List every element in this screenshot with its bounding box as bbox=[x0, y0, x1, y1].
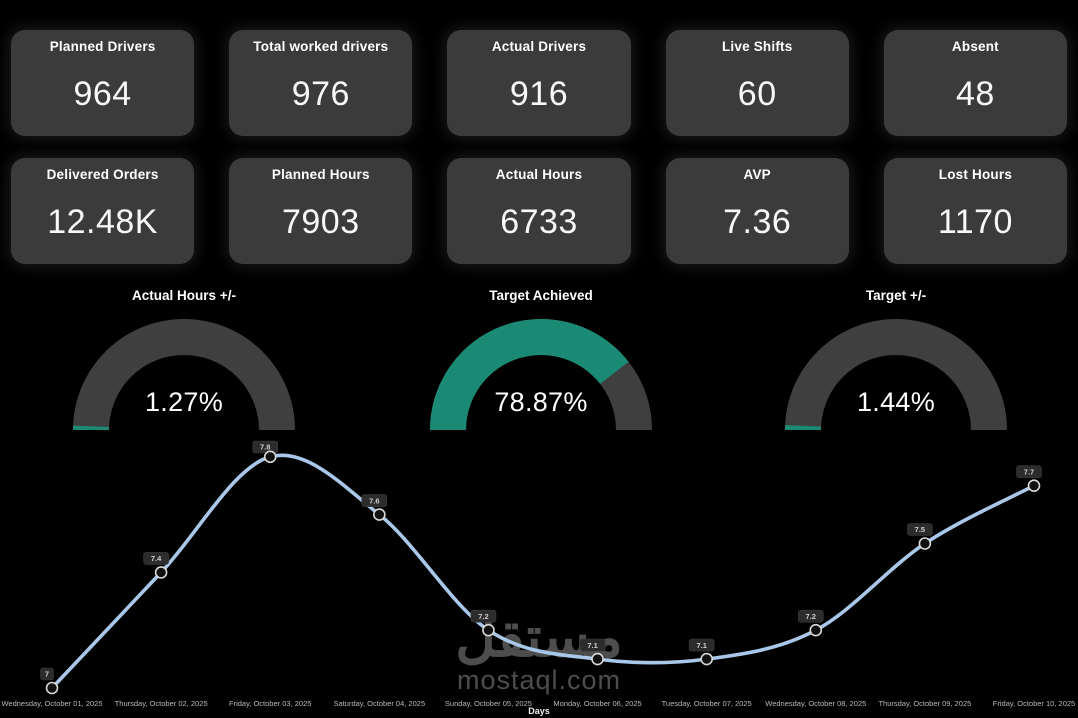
data-point[interactable] bbox=[700, 652, 713, 666]
data-point[interactable] bbox=[482, 623, 495, 637]
data-point[interactable] bbox=[263, 450, 277, 464]
point-label: 7.1 bbox=[587, 641, 597, 650]
data-point[interactable] bbox=[918, 537, 932, 550]
card-lost-hours[interactable]: Lost Hours 1170 bbox=[883, 158, 1068, 264]
card-actual-drivers[interactable]: Actual Drivers 916 bbox=[447, 30, 631, 136]
card-total-worked-drivers[interactable]: Total worked drivers 976 bbox=[229, 30, 413, 136]
card-value: 964 bbox=[73, 74, 132, 113]
card-title: Absent bbox=[951, 39, 999, 54]
card-live-shifts[interactable]: Live Shifts 60 bbox=[665, 30, 849, 136]
card-value: 12.48K bbox=[47, 202, 158, 241]
x-axis-tick-label: Sunday, October 05, 2025 bbox=[445, 699, 532, 708]
point-label: 7.6 bbox=[369, 496, 379, 505]
card-title: Lost Hours bbox=[938, 167, 1013, 182]
card-title: Actual Hours bbox=[495, 167, 583, 182]
x-axis-tick-label: Wednesday, October 08, 2025 bbox=[765, 699, 866, 708]
card-title: AVP bbox=[743, 167, 771, 182]
point-label-chip bbox=[1016, 465, 1042, 479]
gauge-fill bbox=[430, 319, 652, 431]
card-value: 6733 bbox=[500, 202, 578, 241]
x-axis-title: Days bbox=[528, 706, 550, 716]
point-label: 7 bbox=[45, 670, 49, 679]
point-label: 7.7 bbox=[1024, 467, 1034, 476]
gauge-arc bbox=[73, 319, 295, 431]
x-axis-tick-label: Tuesday, October 07, 2025 bbox=[662, 699, 752, 708]
x-axis-tick-label: Wednesday, October 01, 2025 bbox=[1, 699, 102, 708]
gauge-title: Target Achieved bbox=[489, 288, 593, 303]
x-axis-tick-label: Monday, October 06, 2025 bbox=[553, 699, 641, 708]
trend-line bbox=[50, 453, 1036, 690]
card-value: 60 bbox=[737, 74, 777, 113]
point-label: 7.1 bbox=[696, 641, 706, 650]
point-label-chip bbox=[143, 552, 169, 565]
data-point[interactable] bbox=[45, 681, 59, 695]
data-point[interactable] bbox=[809, 623, 823, 637]
kpi-row-1: Planned Drivers 964 Total worked drivers… bbox=[0, 30, 1078, 136]
kpi-row-2: Delivered Orders 12.48K Planned Hours 79… bbox=[0, 158, 1078, 264]
card-absent[interactable]: Absent 48 bbox=[883, 30, 1068, 136]
card-title: Planned Hours bbox=[271, 167, 370, 182]
card-delivered-orders[interactable]: Delivered Orders 12.48K bbox=[11, 158, 195, 264]
card-title: Total worked drivers bbox=[253, 39, 389, 54]
point-label-chip bbox=[361, 494, 388, 507]
card-title: Planned Drivers bbox=[49, 39, 156, 54]
gauge-arc bbox=[785, 319, 1007, 431]
card-title: Live Shifts bbox=[721, 39, 793, 54]
point-label-chip bbox=[907, 523, 933, 536]
gauge-target-plus-minus[interactable]: Target +/- 1.44% bbox=[771, 288, 1021, 436]
gauge-title: Target +/- bbox=[865, 288, 927, 303]
gauge-arc bbox=[430, 319, 652, 431]
gauge-actual-hours-plus-minus[interactable]: Actual Hours +/- 1.27% bbox=[59, 288, 309, 436]
card-value: 1170 bbox=[937, 202, 1013, 241]
card-title: Delivered Orders bbox=[46, 167, 159, 182]
x-axis-tick-label: Thursday, October 09, 2025 bbox=[878, 699, 971, 708]
x-axis-tick-label: Saturday, October 04, 2025 bbox=[334, 699, 426, 708]
point-label: 7.8 bbox=[260, 443, 270, 452]
card-value: 976 bbox=[291, 74, 350, 113]
card-value: 916 bbox=[509, 74, 569, 113]
point-label: 7.2 bbox=[806, 612, 816, 621]
point-label-chip bbox=[579, 638, 606, 652]
point-label-chip bbox=[688, 638, 715, 652]
point-label: 7.5 bbox=[915, 525, 925, 534]
gauge-track bbox=[785, 319, 1007, 431]
card-planned-drivers[interactable]: Planned Drivers 964 bbox=[11, 30, 195, 136]
gauge-target-achieved[interactable]: Target Achieved 78.87% bbox=[416, 288, 666, 436]
gauge-title: Actual Hours +/- bbox=[132, 288, 236, 303]
card-actual-hours[interactable]: Actual Hours 6733 bbox=[447, 158, 631, 264]
data-point[interactable] bbox=[1027, 479, 1041, 493]
point-label-chip bbox=[797, 609, 824, 623]
point-label-chip bbox=[40, 667, 54, 681]
data-point[interactable] bbox=[373, 508, 386, 521]
point-label: 7.4 bbox=[151, 554, 162, 563]
card-value: 48 bbox=[956, 74, 995, 113]
gauge-track bbox=[73, 319, 295, 431]
data-point[interactable] bbox=[154, 566, 168, 579]
point-label-chip bbox=[470, 609, 497, 623]
card-title: Actual Drivers bbox=[491, 39, 587, 54]
x-axis-tick-label: Friday, October 10, 2025 bbox=[993, 699, 1075, 708]
card-value: 7903 bbox=[281, 202, 360, 241]
gauge-value: 78.87% bbox=[494, 387, 588, 417]
point-label: 7.2 bbox=[478, 612, 488, 621]
daily-avp-line-chart[interactable]: 7 Wednesday, October 01, 2025 7.4 Thursday,… bbox=[0, 440, 1078, 718]
x-axis-tick-label: Thursday, October 02, 2025 bbox=[115, 699, 208, 708]
card-planned-hours[interactable]: Planned Hours 7903 bbox=[229, 158, 413, 264]
x-axis-tick-label: Friday, October 03, 2025 bbox=[229, 699, 311, 708]
gauge-value: 1.44% bbox=[856, 387, 936, 417]
card-avp[interactable]: AVP 7.36 bbox=[665, 158, 849, 264]
data-point[interactable] bbox=[591, 652, 604, 666]
gauge-value: 1.27% bbox=[144, 387, 224, 417]
card-value: 7.36 bbox=[723, 202, 792, 241]
line-chart-canvas: 7 Wednesday, October 01, 2025 7.4 Thursday,… bbox=[1, 440, 1075, 708]
